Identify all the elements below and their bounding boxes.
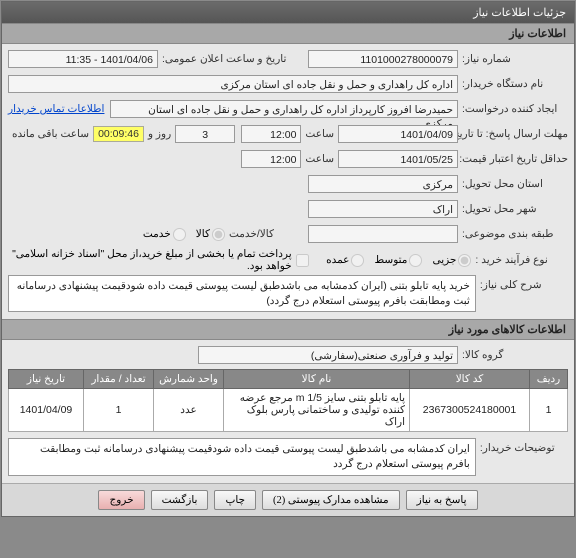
goods-body: گروه کالا: تولید و فرآوری صنعتی(سفارشی) … — [2, 340, 574, 482]
field-requester: حمیدرضا افروز کارپرداز اداره کل راهداری … — [110, 100, 458, 118]
field-need-desc: خرید پایه تابلو بتنی (ایران کدمشابه می ب… — [8, 275, 476, 312]
attachments-button[interactable]: مشاهده مدارک پیوستی (2) — [262, 490, 400, 510]
field-delivery-prov: مرکزی — [308, 175, 458, 193]
section-need-info-header: اطلاعات نیاز — [2, 23, 574, 44]
table-header-row: ردیف کد کالا نام کالا واحد شمارش تعداد /… — [9, 370, 568, 389]
exit-button[interactable]: خروج — [98, 490, 144, 510]
field-delivery-city: اراک — [308, 200, 458, 218]
label-partial-pay: پرداخت تمام یا بخشی از مبلغ خرید،از محل … — [8, 248, 292, 272]
label-delivery-prov: استان محل تحویل: — [458, 178, 568, 190]
th-unit: واحد شمارش — [154, 370, 224, 389]
goods-table: ردیف کد کالا نام کالا واحد شمارش تعداد /… — [8, 369, 568, 432]
field-price-valid-time: 12:00 — [241, 150, 301, 168]
td-qty: 1 — [84, 389, 154, 432]
section-goods-title: اطلاعات کالاهای مورد نیاز — [449, 324, 566, 336]
th-qty: تعداد / مقدار — [84, 370, 154, 389]
checkbox-partial-pay[interactable]: پرداخت تمام یا بخشی از مبلغ خرید،از محل … — [8, 248, 309, 272]
section-need-info-title: اطلاعات نیاز — [509, 28, 566, 40]
label-hour-2: ساعت — [301, 153, 338, 165]
label-time-remain: ساعت باقی مانده — [8, 128, 93, 140]
table-row[interactable]: 1 2367300524180001 پایه تابلو بتنی سایز … — [9, 389, 568, 432]
radio-high[interactable]: عمده — [326, 254, 364, 267]
th-row: ردیف — [530, 370, 568, 389]
window-titlebar: جزئیات اطلاعات نیاز — [2, 2, 574, 23]
label-announce-dt: تاریخ و ساعت اعلان عمومی: — [158, 53, 290, 65]
td-code: 2367300524180001 — [410, 389, 530, 432]
field-timer: 00:09:46 — [93, 126, 144, 142]
radio-group-buy-process: جزیی متوسط عمده — [326, 254, 471, 267]
th-date: تاریخ نیاز — [9, 370, 84, 389]
radio-service[interactable]: خدمت — [143, 228, 186, 241]
section-goods-header: اطلاعات کالاهای مورد نیاز — [2, 319, 574, 340]
label-buyer-name: نام دستگاه خریدار: — [458, 78, 568, 90]
label-price-valid: حداقل تاریخ اعتبار قیمت: — [458, 153, 568, 165]
label-subject-cat: طبقه بندی موضوعی: — [458, 228, 568, 240]
radio-group-goods-service: کالا خدمت — [143, 228, 225, 241]
back-button[interactable]: بازگشت — [151, 490, 209, 510]
td-row: 1 — [530, 389, 568, 432]
label-need-no: شماره نیاز: — [458, 53, 568, 65]
link-buyer-contact[interactable]: اطلاعات تماس خریدار — [8, 103, 104, 115]
field-need-no: 1101000278000079 — [308, 50, 458, 68]
label-goods-service: کالا/خدمت — [225, 228, 278, 240]
field-announce-dt: 1401/04/06 - 11:35 — [8, 50, 158, 68]
td-unit: عدد — [154, 389, 224, 432]
label-buyer-notes: توضیحات خریدار: — [476, 438, 568, 454]
label-requester: ایجاد کننده درخواست: — [458, 103, 568, 115]
field-reply-date: 1401/04/09 — [338, 125, 458, 143]
label-goods-group: گروه کالا: — [458, 349, 568, 361]
field-buyer-name: اداره کل راهداری و حمل و نقل جاده ای است… — [8, 75, 458, 93]
td-date: 1401/04/09 — [9, 389, 84, 432]
footer-buttons: پاسخ به نیاز مشاهده مدارک پیوستی (2) چاپ… — [2, 483, 574, 516]
th-code: کد کالا — [410, 370, 530, 389]
label-buy-process: نوع فرآیند خرید : — [471, 254, 568, 266]
label-day-and: روز و — [144, 128, 175, 140]
label-delivery-city: شهر محل تحویل: — [458, 203, 568, 215]
need-details-window: جزئیات اطلاعات نیاز اطلاعات نیاز شماره ن… — [1, 1, 575, 517]
td-name: پایه تابلو بتنی سایز 1/5 m مرجع عرضه کنن… — [224, 389, 410, 432]
field-buyer-notes: ایران کدمشابه می باشدطبق لیست پیوستی قیم… — [8, 438, 476, 475]
field-goods-group: تولید و فرآوری صنعتی(سفارشی) — [198, 346, 458, 364]
field-subject-cat — [308, 225, 458, 243]
label-hour-1: ساعت — [301, 128, 338, 140]
label-need-desc: شرح کلی نیاز: — [476, 275, 568, 291]
window-title: جزئیات اطلاعات نیاز — [473, 7, 566, 19]
radio-low[interactable]: جزیی — [432, 254, 471, 267]
reply-button[interactable]: پاسخ به نیاز — [406, 490, 478, 510]
field-reply-time: 12:00 — [241, 125, 301, 143]
th-name: نام کالا — [224, 370, 410, 389]
radio-goods[interactable]: کالا — [196, 228, 225, 241]
print-button[interactable]: چاپ — [214, 490, 256, 510]
radio-med[interactable]: متوسط — [374, 254, 422, 267]
field-price-valid-date: 1401/05/25 — [338, 150, 458, 168]
form-body: شماره نیاز: 1101000278000079 تاریخ و ساع… — [2, 44, 574, 319]
label-reply-deadline: مهلت ارسال پاسخ: تا تاریخ: — [458, 128, 568, 140]
field-days-left: 3 — [175, 125, 235, 143]
